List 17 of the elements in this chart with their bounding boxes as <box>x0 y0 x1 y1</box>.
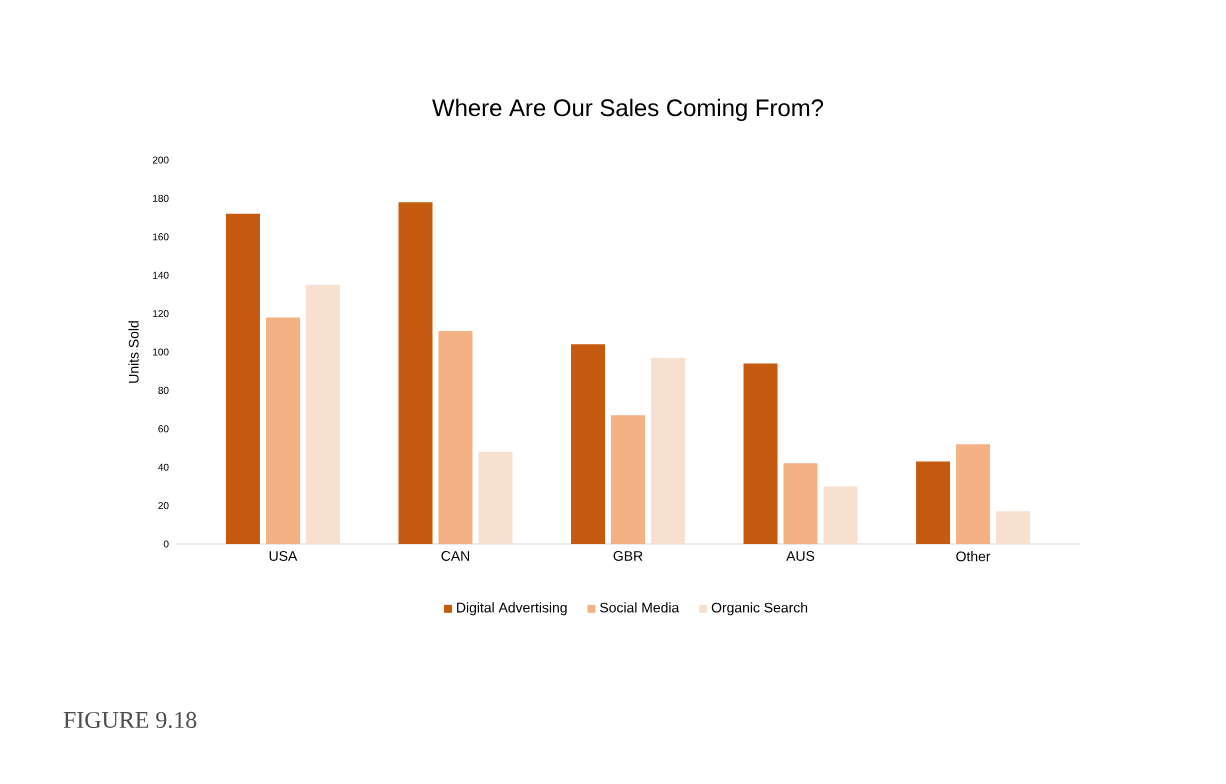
bar <box>571 344 606 544</box>
bar <box>305 284 340 544</box>
bar <box>611 415 646 544</box>
bar <box>823 486 858 544</box>
bar <box>956 444 991 544</box>
bar <box>743 363 778 544</box>
bar <box>916 461 951 544</box>
bar <box>478 451 513 544</box>
bar <box>438 330 473 544</box>
bar <box>398 202 433 544</box>
bar <box>996 511 1031 544</box>
chart-title: Where Are Our Sales Coming From? <box>432 98 824 122</box>
bar <box>225 213 260 544</box>
bar <box>651 357 686 544</box>
bar <box>783 463 818 544</box>
bar <box>265 317 300 544</box>
caption: FIGURE 9.18 <box>63 711 197 729</box>
